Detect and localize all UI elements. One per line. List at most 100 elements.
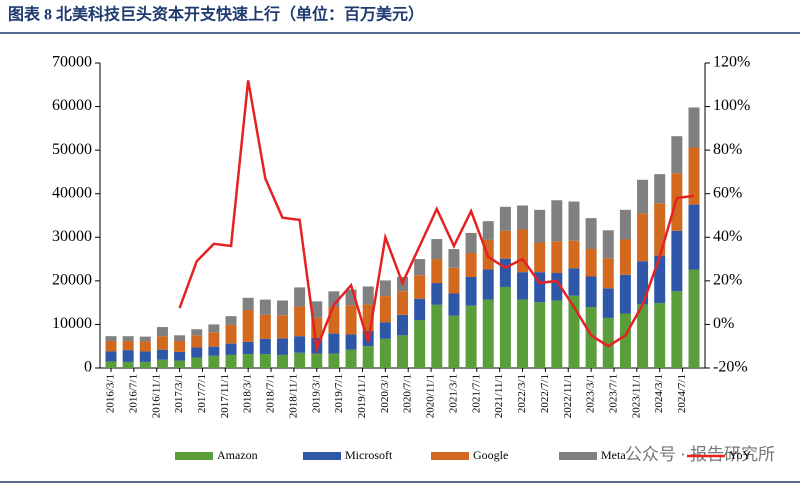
y-tick-label: 0	[84, 359, 92, 376]
bar-segment	[294, 352, 306, 368]
bar-segment	[551, 273, 563, 301]
bar-segment	[259, 354, 271, 368]
bar-segment	[499, 286, 511, 368]
bar-segment	[276, 338, 288, 355]
bar-segment	[397, 291, 408, 315]
legend-label: Meta	[601, 448, 626, 462]
bar-segment	[499, 230, 511, 259]
bar-segment	[379, 322, 391, 339]
x-tick-label: 2018/7/1	[265, 374, 277, 413]
bar-segment	[208, 355, 220, 368]
yoy-line	[178, 80, 695, 354]
bar-segment	[637, 213, 649, 262]
bar-segment	[122, 336, 134, 341]
bar-segment	[174, 351, 186, 361]
bar-segment	[105, 336, 117, 341]
y-tick-label: 70000	[52, 54, 92, 71]
bar-segment	[294, 336, 306, 353]
bar-segment	[174, 335, 186, 341]
bar-segment	[517, 272, 529, 300]
x-tick-label: 2016/7/1	[127, 374, 139, 413]
bar-segment	[139, 341, 151, 352]
bar-segment	[568, 295, 580, 368]
legend-label: YoY	[729, 448, 751, 462]
bar-segment	[345, 334, 357, 350]
bar-segment	[345, 349, 357, 368]
x-tick-label: 2023/7/1	[608, 374, 620, 413]
bar-segment	[208, 346, 220, 356]
bar-segment	[551, 241, 563, 274]
bar-segment	[345, 289, 357, 306]
bar-segment	[448, 293, 460, 316]
bar-segment	[259, 338, 271, 355]
bar-segment	[431, 304, 443, 368]
bar-segment	[688, 107, 700, 148]
bar-segment	[585, 249, 597, 277]
bar-segment	[379, 280, 391, 297]
y2-tick-label: 40%	[713, 228, 742, 245]
x-tick-label: 2022/3/1	[516, 374, 528, 413]
x-tick-label: 2019/3/1	[310, 374, 322, 413]
bar-segment	[225, 343, 237, 355]
x-tick-label: 2020/3/1	[379, 374, 391, 413]
x-tick-label: 2023/11/1	[630, 374, 642, 418]
y2-tick-label: 0%	[713, 315, 734, 332]
y2-tick-label: 80%	[713, 141, 742, 158]
bar-segment	[242, 354, 254, 368]
bar-segment	[534, 209, 546, 243]
x-tick-label: 2016/11/1	[150, 374, 162, 418]
x-tick-label: 2022/11/1	[562, 374, 574, 418]
watermark: 公众号 · 报告研究所	[625, 445, 775, 464]
bar-segment	[276, 300, 288, 316]
bar-segment	[259, 314, 271, 339]
legend-label: Amazon	[217, 448, 258, 462]
x-tick-label: 2019/7/1	[333, 374, 345, 413]
bar-segment	[397, 335, 408, 368]
bar-segment	[619, 313, 631, 368]
bar-segment	[225, 324, 237, 344]
bar-segment	[276, 315, 288, 339]
y2-tick-label: 100%	[713, 97, 750, 114]
bar-segment	[225, 354, 237, 368]
bar-segment	[568, 240, 580, 269]
bar-segment	[208, 332, 220, 347]
bar-segment	[431, 239, 443, 260]
x-tick-label: 2024/3/1	[653, 374, 665, 413]
bar-segment	[482, 221, 494, 240]
bar-segment	[465, 305, 477, 368]
bar-segment	[602, 258, 614, 289]
x-tick-label: 2021/11/1	[493, 374, 505, 418]
bar-segment	[482, 299, 494, 368]
bar-segment	[328, 353, 340, 368]
bar-segment	[637, 304, 649, 368]
bar-segment	[105, 340, 117, 352]
bar-segment	[328, 291, 340, 307]
y-tick-label: 60000	[52, 97, 92, 114]
bar-segment	[568, 201, 580, 241]
bar-segment	[602, 288, 614, 318]
y-tick-label: 40000	[52, 184, 92, 201]
x-tick-label: 2022/7/1	[539, 374, 551, 413]
bar-segment	[585, 307, 597, 368]
bar-segment	[156, 349, 168, 360]
x-tick-label: 2017/7/1	[196, 374, 208, 413]
bar-segment	[174, 340, 186, 352]
bar-segment	[139, 351, 151, 362]
bar-segment	[345, 305, 357, 335]
bar-segment	[139, 361, 151, 368]
chart-title: 图表 8 北美科技巨头资本开支快速上行（单位：百万美元）	[8, 5, 424, 24]
bar-segment	[431, 283, 443, 305]
bar-segment	[482, 269, 494, 300]
bar-segment	[105, 351, 117, 362]
bar-segment	[465, 232, 477, 253]
bar-segment	[156, 327, 168, 337]
x-tick-label: 2020/7/1	[402, 374, 414, 413]
bar-segment	[311, 353, 323, 368]
bar-segment	[191, 347, 203, 358]
bar-segment	[276, 354, 288, 368]
x-tick-label: 2016/3/1	[105, 374, 117, 413]
bar-segment	[671, 291, 683, 368]
legend-label: Microsoft	[345, 448, 393, 462]
bar-segment	[551, 300, 563, 368]
